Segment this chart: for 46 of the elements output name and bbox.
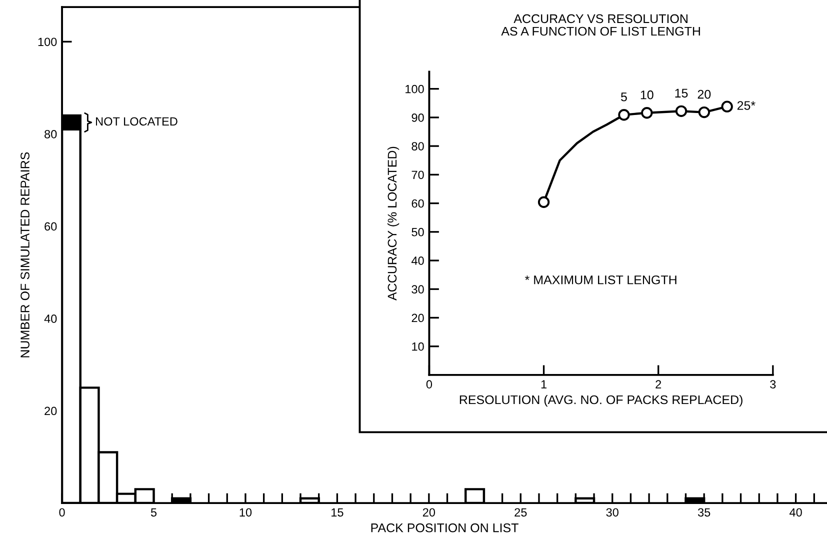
chart-title: ACCURACY VS RESOLUTION AS A FUNCTION OF LIST LENGTH <box>501 14 700 36</box>
y-tick-label: 90 <box>412 113 424 122</box>
point <box>698 106 710 118</box>
point <box>618 109 630 121</box>
y-tick-label: 60 <box>412 199 424 208</box>
annotation: 20 <box>698 90 711 99</box>
point <box>721 100 733 112</box>
y-tick-label: 10 <box>412 342 424 351</box>
y-axis-title: ACCURACY (% LOCATED) <box>387 146 400 301</box>
x-tick-label: 0 <box>59 508 65 517</box>
annotation: * MAXIMUM LIST LENGTH <box>524 275 676 284</box>
y-tick-label: 70 <box>412 170 424 180</box>
y-tick-label: 100 <box>406 84 424 94</box>
point <box>675 105 688 117</box>
y-tick-label: 80 <box>44 130 57 138</box>
x-tick-label: 15 <box>332 508 344 517</box>
y-tick-label: 20 <box>412 314 424 322</box>
point <box>538 196 550 208</box>
x-tick-label: 20 <box>422 508 436 517</box>
x-tick-label: 10 <box>240 508 252 517</box>
y-tick-label: 50 <box>412 228 424 236</box>
y-tick-label: 60 <box>44 222 57 231</box>
annotation: 15 <box>675 88 688 98</box>
x-tick-label: 0 <box>426 380 432 388</box>
x-tick-label: 40 <box>790 508 802 517</box>
y-tick-label: 100 <box>38 38 57 46</box>
y-tick-label: 40 <box>44 314 57 323</box>
y-axis-title: NUMBER OF SIMULATED REPAIRS <box>20 152 30 358</box>
annotation: 5 <box>621 92 627 102</box>
x-tick-label: 2 <box>656 380 662 388</box>
y-tick-label: 40 <box>411 256 424 265</box>
x-tick-label: 5 <box>150 508 157 517</box>
x-tick-label: 25 <box>514 508 527 517</box>
x-tick-label: 30 <box>606 508 618 517</box>
x-tick-label: 3 <box>770 380 776 388</box>
x-axis-title: PACK POSITION ON LIST <box>371 523 518 532</box>
x-tick-label: 35 <box>698 508 710 517</box>
annotation: NOT LOCATED <box>96 117 178 126</box>
annotation: 25* <box>737 101 756 110</box>
y-tick-label: 30 <box>412 285 424 294</box>
annotation: 10 <box>640 90 654 100</box>
y-tick-label: 20 <box>44 406 57 416</box>
point <box>641 107 653 119</box>
y-tick-label: 80 <box>412 142 424 150</box>
x-axis-title: RESOLUTION (AVG. NO. OF PACKS REPLACED) <box>460 394 742 407</box>
x-tick-label: 1 <box>541 380 546 388</box>
